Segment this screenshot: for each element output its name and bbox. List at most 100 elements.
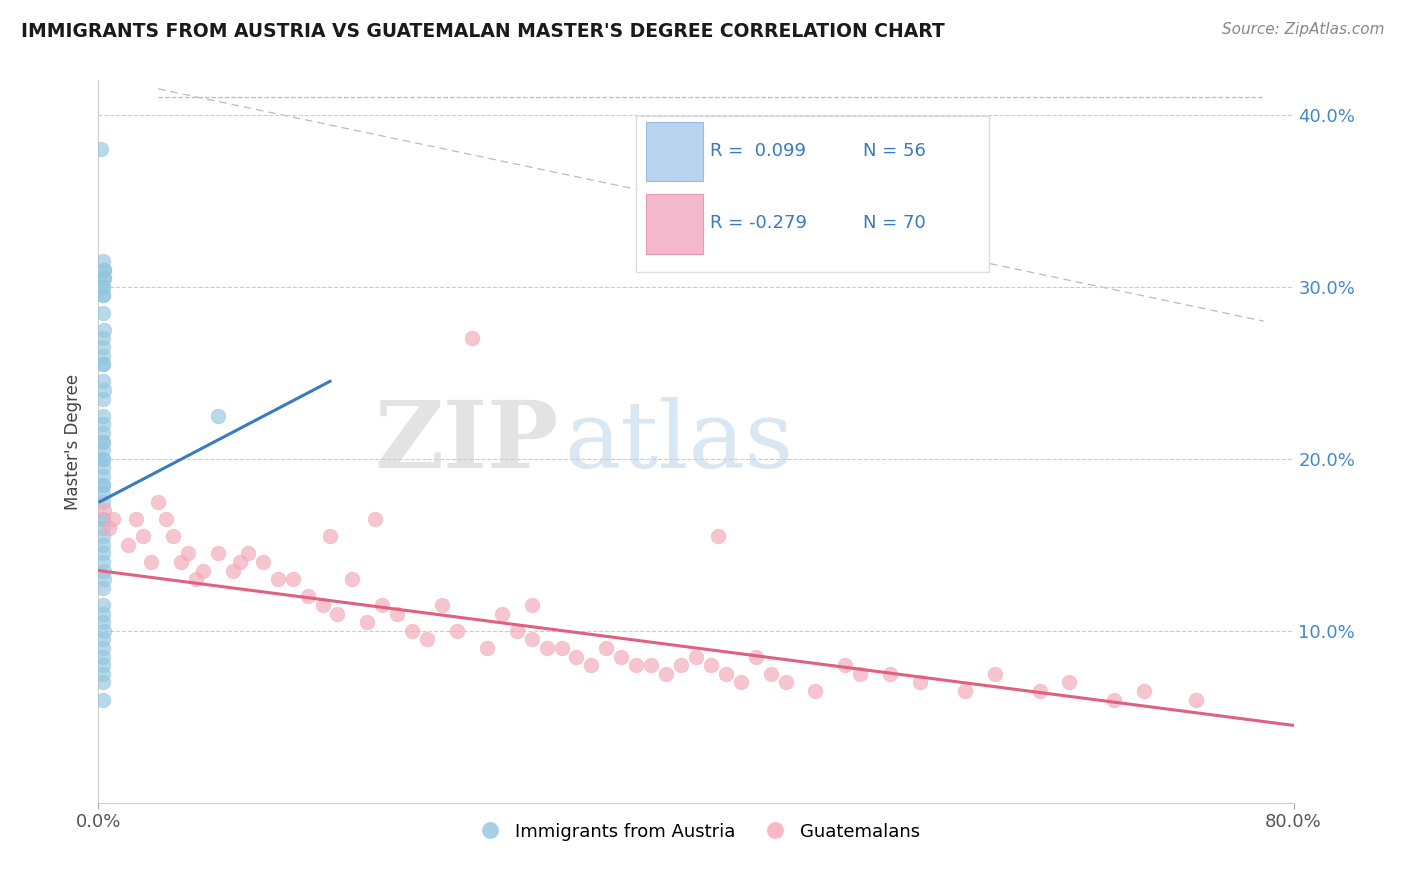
Point <box>550 640 572 655</box>
Point <box>311 598 333 612</box>
Point <box>91 675 114 690</box>
Point <box>714 666 737 681</box>
Point <box>236 546 259 560</box>
Point <box>207 546 229 560</box>
Point <box>446 624 468 638</box>
Point <box>91 598 114 612</box>
Point <box>595 640 617 655</box>
Point <box>91 434 114 449</box>
Point <box>91 375 114 389</box>
Text: N = 56: N = 56 <box>863 142 927 160</box>
Point <box>565 649 588 664</box>
Point <box>364 512 387 526</box>
Point <box>91 607 114 621</box>
Text: atlas: atlas <box>565 397 794 486</box>
Point <box>581 658 603 673</box>
Point <box>775 675 797 690</box>
Point <box>91 253 114 268</box>
Point <box>91 512 114 526</box>
Point <box>90 142 112 156</box>
Point <box>91 425 114 440</box>
Point <box>207 409 229 423</box>
Point <box>91 392 114 406</box>
Point <box>155 512 177 526</box>
Point <box>342 572 364 586</box>
Point <box>655 666 678 681</box>
Point <box>91 460 114 475</box>
Point <box>91 640 114 655</box>
Point <box>177 546 200 560</box>
Point <box>132 529 155 543</box>
Point <box>93 572 115 586</box>
Point <box>707 529 730 543</box>
Point <box>91 357 114 371</box>
Text: ZIP: ZIP <box>374 397 558 486</box>
Point <box>91 288 114 302</box>
FancyBboxPatch shape <box>645 194 703 253</box>
Point <box>91 649 114 664</box>
Point <box>1028 684 1050 698</box>
Text: Source: ZipAtlas.com: Source: ZipAtlas.com <box>1222 22 1385 37</box>
Point <box>91 477 114 491</box>
Point <box>1059 675 1081 690</box>
Point <box>804 684 827 698</box>
Point <box>93 271 115 285</box>
Point <box>520 632 543 647</box>
Point <box>93 262 115 277</box>
Point <box>319 529 342 543</box>
Point <box>640 658 662 673</box>
Point <box>908 675 931 690</box>
Text: R =  0.099: R = 0.099 <box>710 142 806 160</box>
Point <box>91 305 114 319</box>
Point <box>91 288 114 302</box>
Point <box>91 581 114 595</box>
Point <box>97 520 120 534</box>
Point <box>91 520 114 534</box>
Point <box>191 564 214 578</box>
Point <box>91 529 114 543</box>
Point <box>685 649 707 664</box>
Point <box>281 572 304 586</box>
Point <box>834 658 856 673</box>
Point <box>91 658 114 673</box>
Point <box>385 607 409 621</box>
FancyBboxPatch shape <box>637 117 988 272</box>
Point <box>91 469 114 483</box>
Point <box>117 538 139 552</box>
Point <box>91 666 114 681</box>
Point <box>610 649 633 664</box>
Point <box>93 503 115 517</box>
Text: IMMIGRANTS FROM AUSTRIA VS GUATEMALAN MASTER'S DEGREE CORRELATION CHART: IMMIGRANTS FROM AUSTRIA VS GUATEMALAN MA… <box>21 22 945 41</box>
Point <box>91 555 114 569</box>
Point <box>91 615 114 630</box>
Point <box>416 632 439 647</box>
Point <box>169 555 191 569</box>
Point <box>669 658 692 673</box>
Point <box>267 572 290 586</box>
FancyBboxPatch shape <box>645 122 703 181</box>
Point <box>91 349 114 363</box>
Point <box>401 624 423 638</box>
Point <box>356 615 378 630</box>
Point <box>326 607 349 621</box>
Point <box>91 451 114 466</box>
Point <box>91 434 114 449</box>
Point <box>745 649 768 664</box>
Point <box>93 262 115 277</box>
Point <box>91 357 114 371</box>
Point <box>91 538 114 552</box>
Point <box>371 598 394 612</box>
Point <box>91 632 114 647</box>
Point <box>91 692 114 706</box>
Point <box>849 666 872 681</box>
Point <box>91 512 114 526</box>
Point <box>91 417 114 432</box>
Point <box>700 658 723 673</box>
Point <box>1133 684 1156 698</box>
Point <box>984 666 1007 681</box>
Point <box>103 512 125 526</box>
Point <box>93 624 115 638</box>
Point <box>91 486 114 500</box>
Point <box>93 271 115 285</box>
Point <box>91 546 114 560</box>
